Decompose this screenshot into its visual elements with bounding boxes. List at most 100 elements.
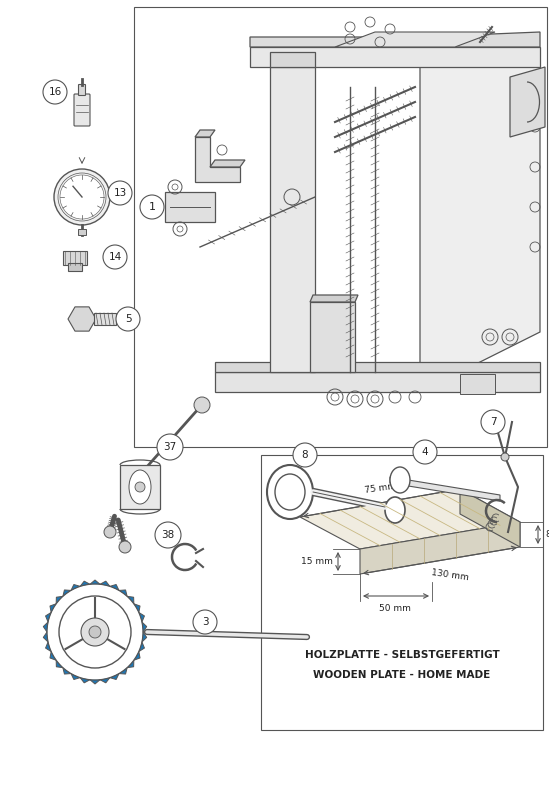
- Circle shape: [103, 245, 127, 269]
- Circle shape: [135, 482, 145, 492]
- Polygon shape: [90, 680, 100, 684]
- Text: 8: 8: [302, 450, 309, 460]
- Polygon shape: [142, 622, 147, 632]
- Polygon shape: [250, 47, 540, 67]
- Circle shape: [108, 181, 132, 205]
- Bar: [134, 7, 547, 447]
- Circle shape: [116, 307, 140, 331]
- Polygon shape: [127, 597, 134, 604]
- Text: 37: 37: [164, 442, 177, 452]
- Text: 15 mm: 15 mm: [301, 557, 333, 566]
- Polygon shape: [100, 678, 110, 683]
- Polygon shape: [210, 160, 245, 167]
- Text: 75 mm: 75 mm: [363, 482, 396, 495]
- Circle shape: [59, 596, 131, 668]
- Polygon shape: [50, 652, 56, 660]
- Polygon shape: [360, 522, 520, 574]
- Polygon shape: [63, 590, 71, 597]
- Ellipse shape: [390, 467, 410, 493]
- Bar: [460, 374, 495, 394]
- FancyBboxPatch shape: [79, 84, 86, 95]
- Polygon shape: [139, 612, 144, 622]
- Polygon shape: [110, 674, 119, 679]
- Polygon shape: [71, 585, 80, 590]
- Text: 16: 16: [48, 87, 61, 97]
- Circle shape: [293, 443, 317, 467]
- Circle shape: [81, 618, 109, 646]
- Polygon shape: [139, 642, 144, 652]
- Polygon shape: [110, 585, 119, 590]
- Ellipse shape: [129, 470, 151, 504]
- Circle shape: [413, 440, 437, 464]
- Polygon shape: [195, 130, 215, 137]
- Bar: [261, 455, 543, 730]
- Bar: [310, 302, 355, 372]
- Text: 7: 7: [490, 417, 496, 427]
- Polygon shape: [119, 667, 127, 674]
- Polygon shape: [46, 612, 51, 622]
- Polygon shape: [420, 67, 540, 392]
- Polygon shape: [215, 362, 540, 372]
- Polygon shape: [215, 372, 540, 392]
- Circle shape: [157, 434, 183, 460]
- Text: 8 mm: 8 mm: [546, 530, 549, 539]
- Text: 1: 1: [148, 202, 155, 212]
- Circle shape: [60, 175, 104, 219]
- Polygon shape: [43, 622, 48, 632]
- Polygon shape: [80, 581, 90, 586]
- Polygon shape: [460, 489, 520, 547]
- Polygon shape: [510, 67, 545, 137]
- Circle shape: [89, 626, 101, 638]
- Text: HOLZPLATTE - SELBSTGEFERTIGT: HOLZPLATTE - SELBSTGEFERTIGT: [305, 650, 500, 660]
- Circle shape: [54, 169, 110, 225]
- Polygon shape: [134, 652, 140, 660]
- Text: WOODEN PLATE - HOME MADE: WOODEN PLATE - HOME MADE: [313, 670, 491, 680]
- Polygon shape: [195, 137, 240, 182]
- Polygon shape: [80, 678, 90, 683]
- Text: 130 mm: 130 mm: [431, 568, 469, 582]
- FancyBboxPatch shape: [74, 94, 90, 126]
- Circle shape: [501, 453, 509, 461]
- Bar: [68, 263, 82, 271]
- Polygon shape: [119, 590, 127, 597]
- Polygon shape: [90, 580, 100, 584]
- Polygon shape: [310, 295, 358, 302]
- Bar: [165, 192, 215, 222]
- Polygon shape: [46, 642, 51, 652]
- Polygon shape: [50, 604, 56, 612]
- Polygon shape: [71, 674, 80, 679]
- Polygon shape: [127, 660, 134, 667]
- Polygon shape: [100, 581, 110, 586]
- Text: 50 mm: 50 mm: [379, 604, 411, 613]
- Bar: [94, 313, 116, 325]
- Text: 4: 4: [422, 447, 428, 457]
- Polygon shape: [270, 52, 315, 67]
- Text: 5: 5: [125, 314, 131, 324]
- Text: 3: 3: [201, 617, 208, 627]
- Circle shape: [155, 522, 181, 548]
- Ellipse shape: [275, 474, 305, 510]
- Circle shape: [193, 610, 217, 634]
- Circle shape: [140, 195, 164, 219]
- Polygon shape: [142, 632, 147, 642]
- Circle shape: [43, 80, 67, 104]
- Text: 13: 13: [114, 188, 127, 198]
- Circle shape: [104, 526, 116, 538]
- Circle shape: [481, 410, 505, 434]
- Polygon shape: [300, 489, 520, 549]
- Polygon shape: [43, 632, 48, 642]
- Ellipse shape: [267, 465, 313, 519]
- Polygon shape: [63, 667, 71, 674]
- Bar: [120, 465, 160, 509]
- Polygon shape: [335, 32, 495, 47]
- Bar: [63, 251, 87, 265]
- Bar: [78, 229, 86, 235]
- Circle shape: [194, 397, 210, 413]
- Text: 14: 14: [108, 252, 122, 262]
- Circle shape: [119, 541, 131, 553]
- Polygon shape: [250, 32, 540, 47]
- Polygon shape: [56, 660, 63, 667]
- Polygon shape: [56, 597, 63, 604]
- Polygon shape: [390, 477, 500, 501]
- Polygon shape: [134, 604, 140, 612]
